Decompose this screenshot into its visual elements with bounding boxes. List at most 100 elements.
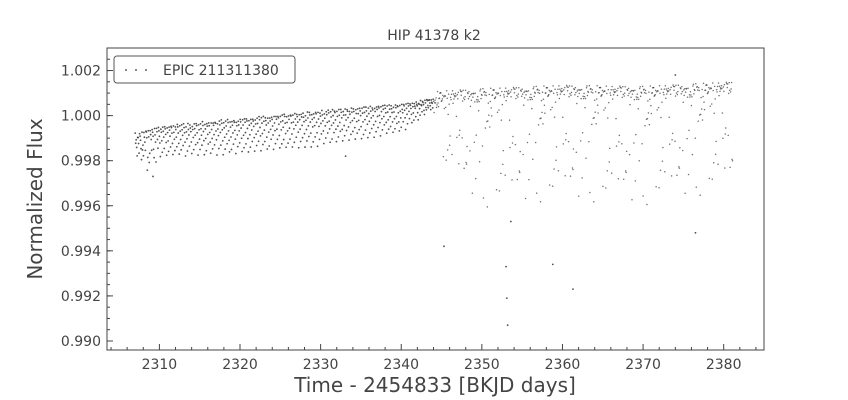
data-point — [489, 87, 492, 89]
data-point — [134, 142, 137, 145]
data-point — [222, 153, 225, 156]
data-point — [553, 116, 556, 118]
data-point — [199, 148, 201, 151]
data-point — [351, 111, 353, 113]
data-point — [639, 95, 642, 98]
data-point — [502, 149, 505, 152]
data-point — [485, 94, 488, 97]
data-point — [623, 95, 625, 97]
data-point — [181, 134, 184, 137]
data-point — [660, 116, 662, 119]
data-point — [369, 105, 372, 108]
data-point — [702, 82, 705, 85]
data-point — [610, 89, 612, 91]
data-point — [373, 107, 376, 110]
data-point — [296, 115, 299, 118]
data-point — [409, 104, 412, 107]
data-point — [285, 115, 288, 118]
data-point — [243, 117, 246, 120]
data-point — [437, 105, 440, 108]
data-point — [635, 133, 637, 136]
x-tick-label: 2350 — [464, 357, 500, 373]
data-point — [402, 120, 405, 123]
data-point — [513, 91, 516, 94]
data-point — [167, 150, 170, 153]
data-point — [561, 87, 563, 90]
data-point — [724, 133, 727, 135]
data-point — [207, 143, 210, 145]
data-point — [471, 92, 473, 95]
data-point — [588, 140, 590, 143]
data-point — [435, 97, 437, 99]
data-point — [576, 90, 579, 92]
data-point — [316, 131, 318, 134]
data-point — [184, 141, 186, 143]
data-point — [356, 107, 359, 110]
data-point — [673, 89, 675, 91]
x-tick-label: 2340 — [383, 357, 419, 373]
data-point — [721, 112, 724, 114]
y-tick-label: 0.994 — [61, 244, 101, 260]
data-point — [237, 120, 240, 123]
data-point — [336, 110, 338, 113]
data-point — [495, 189, 498, 191]
data-point — [172, 124, 175, 127]
data-point — [447, 113, 449, 116]
data-point — [162, 130, 165, 133]
data-point — [612, 88, 614, 91]
data-point — [628, 92, 630, 95]
data-point — [322, 130, 325, 132]
data-point — [670, 175, 673, 177]
data-point — [235, 124, 238, 127]
data-point — [431, 102, 434, 105]
data-point — [594, 111, 596, 113]
data-point — [363, 106, 365, 108]
data-point — [204, 137, 207, 140]
data-point — [322, 142, 325, 145]
data-point — [605, 85, 608, 87]
data-point — [135, 138, 138, 141]
data-point — [731, 159, 734, 162]
data-point — [577, 89, 580, 91]
data-point — [374, 110, 377, 113]
data-point — [269, 128, 272, 131]
data-point — [220, 119, 223, 121]
data-point — [502, 163, 504, 166]
data-point — [364, 129, 367, 132]
data-point — [358, 128, 361, 131]
data-point — [493, 89, 495, 91]
data-point — [352, 110, 355, 113]
data-point — [407, 105, 410, 107]
data-point — [476, 95, 479, 98]
data-point — [183, 126, 185, 129]
data-point — [341, 139, 344, 142]
data-point — [556, 91, 558, 94]
data-point — [428, 99, 431, 101]
data-point — [511, 142, 514, 144]
data-point — [245, 143, 247, 145]
data-point — [149, 129, 152, 132]
data-point — [339, 130, 342, 133]
data-point — [344, 113, 347, 116]
data-point — [310, 146, 313, 148]
data-point — [188, 145, 191, 148]
data-point — [190, 141, 193, 143]
data-point — [398, 104, 401, 107]
legend-dot — [125, 69, 127, 71]
data-point — [278, 146, 281, 149]
data-point — [659, 169, 662, 171]
data-point — [243, 146, 245, 149]
data-point — [678, 167, 681, 169]
data-point — [206, 133, 209, 136]
data-point — [622, 93, 624, 96]
data-point — [402, 103, 405, 106]
data-point — [366, 123, 369, 126]
data-point — [659, 92, 661, 94]
data-point — [384, 107, 387, 110]
data-point — [695, 82, 697, 85]
data-point — [548, 89, 550, 92]
data-point — [633, 142, 635, 144]
data-point — [288, 118, 290, 121]
data-point — [354, 138, 357, 140]
